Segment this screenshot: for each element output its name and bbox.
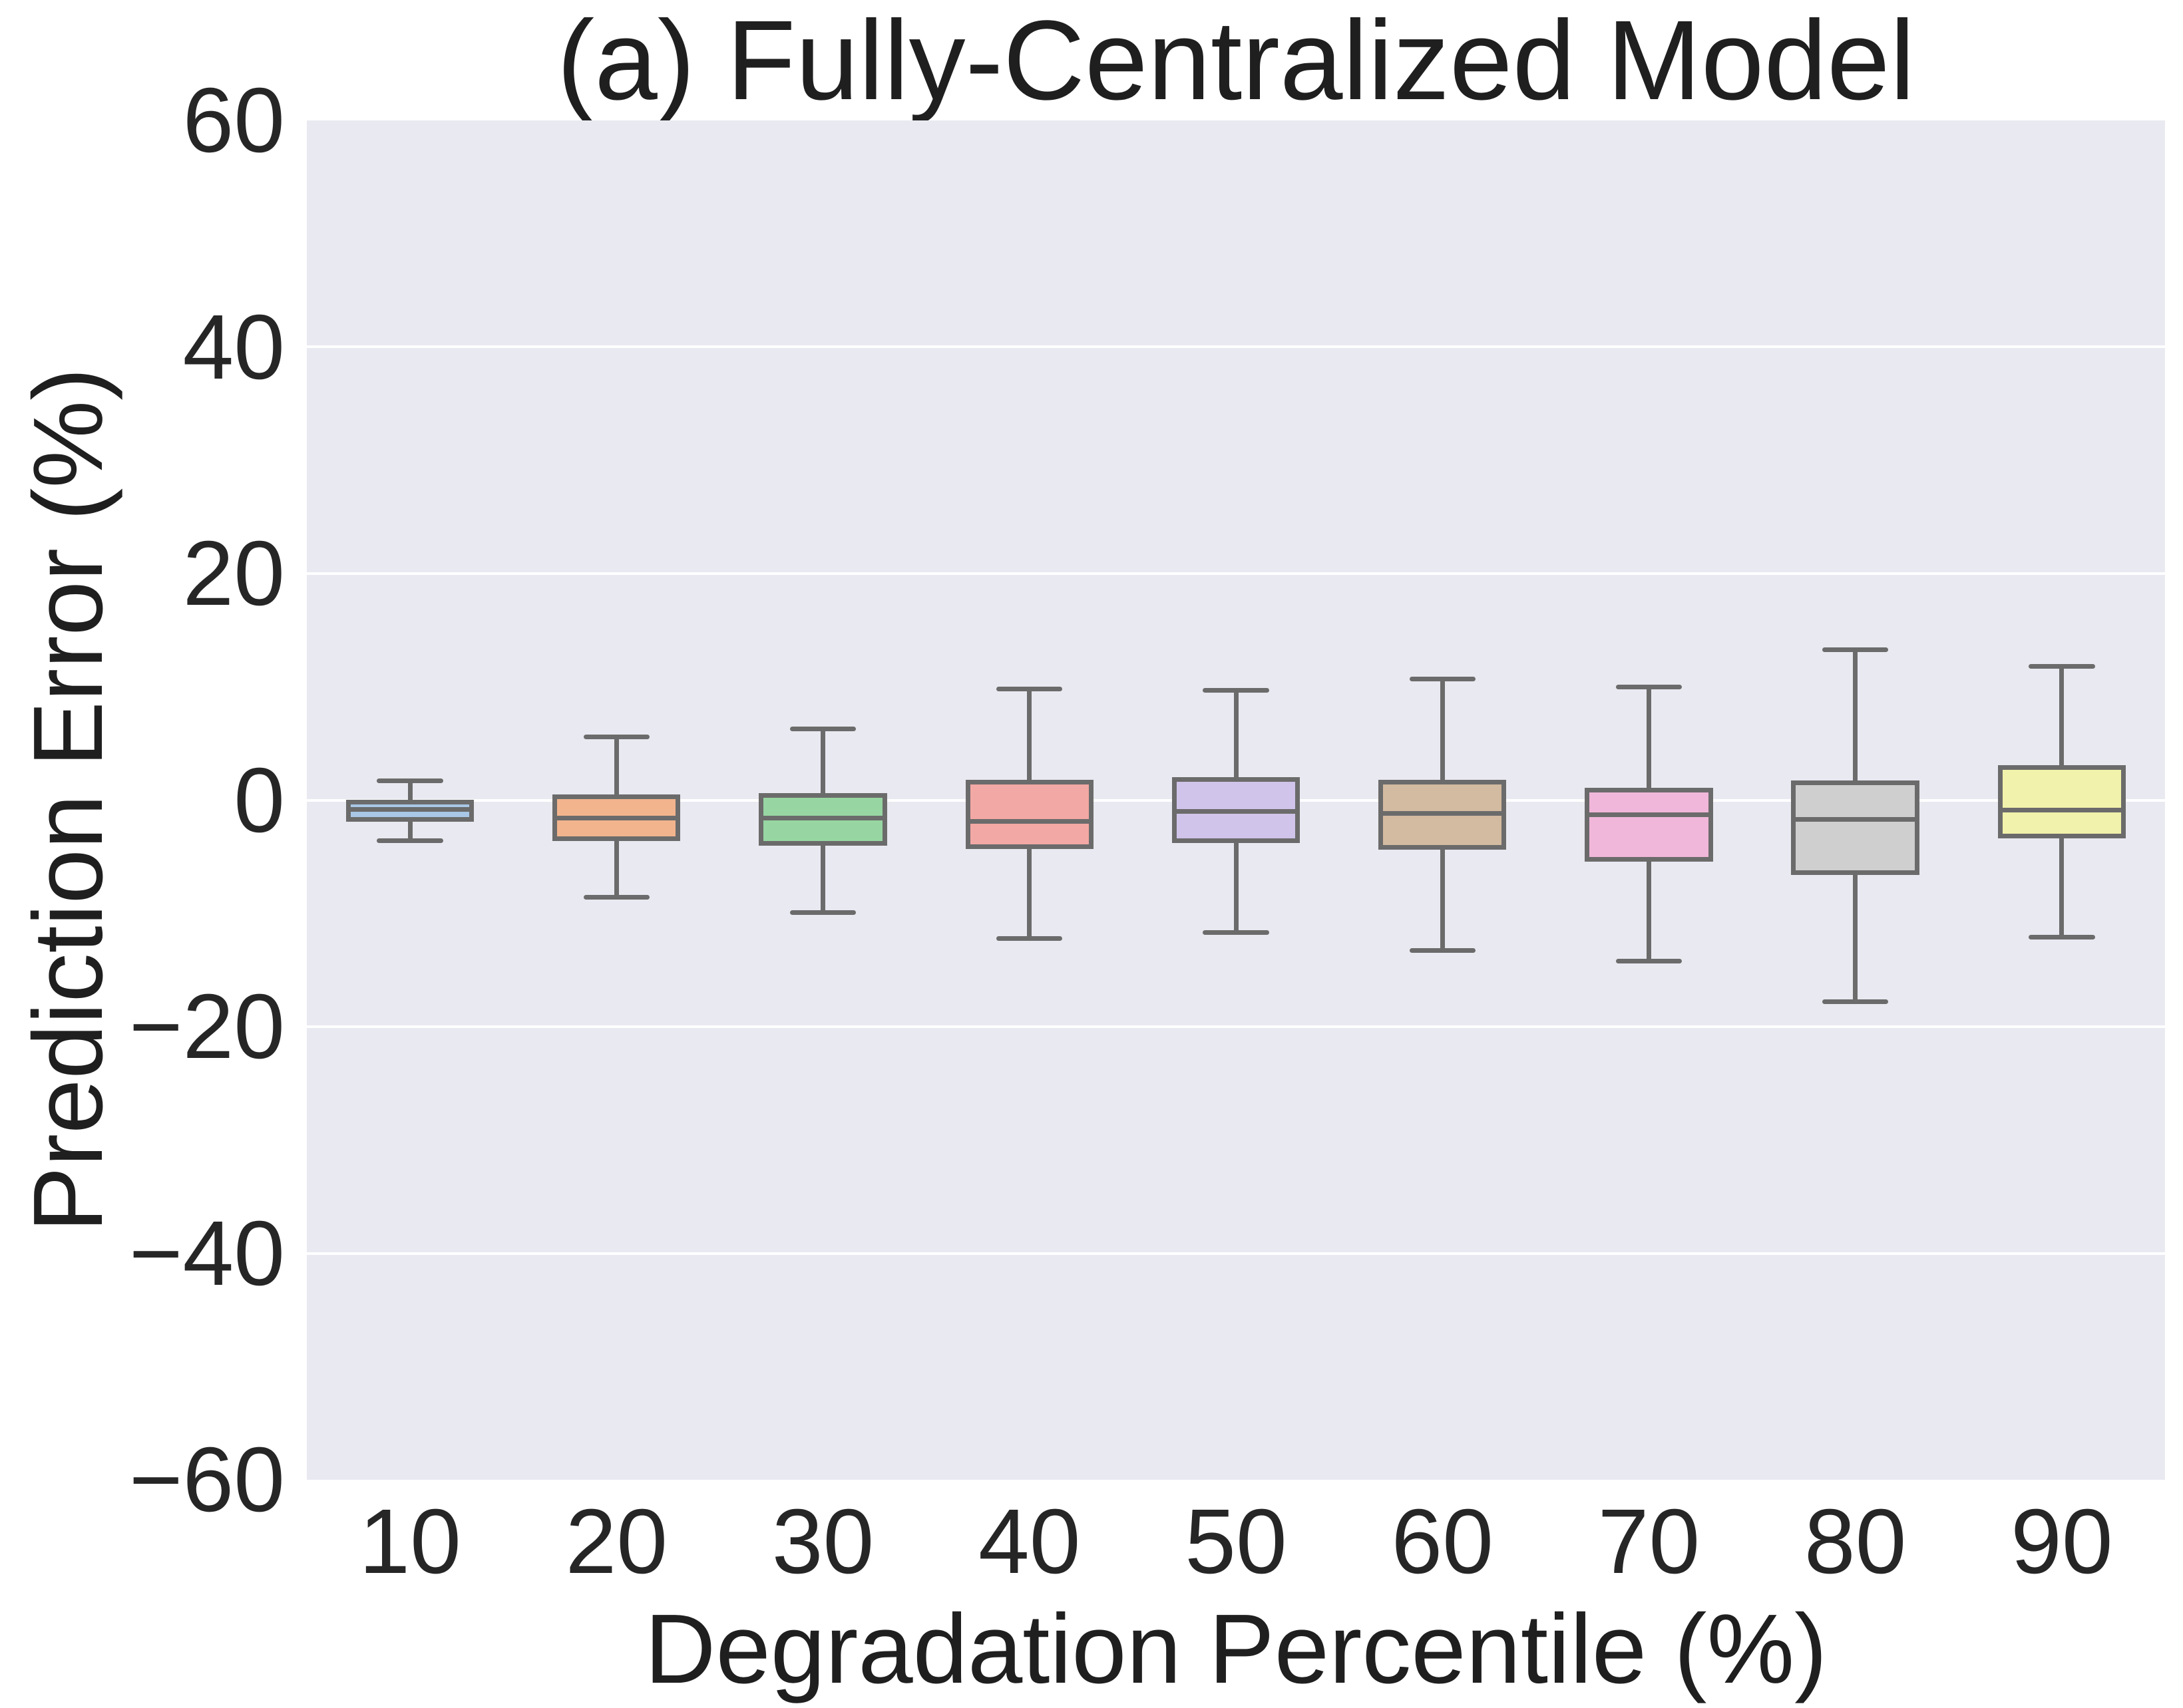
median-line bbox=[557, 816, 676, 821]
gridline bbox=[307, 1252, 2165, 1255]
whisker-cap-bottom bbox=[583, 895, 650, 900]
whisker-cap-bottom bbox=[1409, 948, 1476, 953]
y-tick-label: −20 bbox=[128, 975, 285, 1078]
whisker-cap-bottom bbox=[1822, 999, 1889, 1005]
x-tick-label: 80 bbox=[1804, 1490, 1907, 1593]
x-tick-label: 60 bbox=[1391, 1490, 1493, 1593]
median-line bbox=[1589, 812, 1708, 818]
y-tick-label: 20 bbox=[182, 522, 286, 625]
box-group bbox=[307, 120, 2165, 1480]
chart-title: (a) Fully-Centralized Model bbox=[556, 0, 1915, 124]
box-rect bbox=[1997, 765, 2126, 839]
y-tick-label: 0 bbox=[234, 749, 285, 852]
x-tick-label: 70 bbox=[1597, 1490, 1700, 1593]
box-group bbox=[307, 120, 2165, 1480]
whisker-cap-top bbox=[1822, 647, 1889, 652]
median-line bbox=[1796, 816, 1915, 822]
whisker-cap-bottom bbox=[1615, 958, 1683, 963]
whisker-cap-bottom bbox=[2029, 935, 2095, 939]
median-line bbox=[1176, 809, 1296, 814]
median-line bbox=[2002, 808, 2122, 813]
whisker-cap-top bbox=[1615, 684, 1683, 689]
box-rect bbox=[1585, 787, 1713, 862]
whisker-cap-bottom bbox=[377, 838, 443, 844]
box-rect bbox=[965, 779, 1093, 849]
x-tick-label: 30 bbox=[771, 1490, 875, 1593]
median-line bbox=[970, 819, 1089, 824]
x-tick-label: 50 bbox=[1185, 1490, 1287, 1593]
x-tick-label: 40 bbox=[978, 1490, 1081, 1593]
gridline bbox=[307, 345, 2165, 349]
x-tick-label: 90 bbox=[2011, 1490, 2113, 1593]
gridline bbox=[307, 1025, 2165, 1028]
y-tick-label: 40 bbox=[182, 295, 286, 399]
box-group bbox=[307, 120, 2165, 1480]
x-tick-labels: 10 20 30 40 50 60 70 80 90 bbox=[307, 1496, 2165, 1602]
whisker-cap-top bbox=[1409, 676, 1476, 681]
box-group bbox=[307, 120, 2165, 1480]
x-tick-label: 10 bbox=[359, 1490, 461, 1593]
whisker-cap-top bbox=[1203, 687, 1269, 693]
whisker-cap-bottom bbox=[996, 936, 1063, 941]
y-tick-labels: 60 40 20 0 −20 −40 −60 bbox=[0, 75, 286, 1526]
y-tick-label: −60 bbox=[128, 1429, 285, 1531]
gridline bbox=[307, 572, 2165, 575]
whisker-cap-bottom bbox=[789, 910, 857, 915]
y-tick-label: −40 bbox=[128, 1202, 285, 1305]
median-line bbox=[1383, 811, 1502, 816]
median-line bbox=[350, 806, 470, 812]
y-tick-label: 60 bbox=[182, 69, 286, 172]
box-group bbox=[307, 120, 2165, 1480]
box-rect bbox=[1791, 780, 1919, 875]
whisker-cap-top bbox=[789, 726, 857, 731]
whisker-cap-top bbox=[377, 778, 443, 784]
plot-area bbox=[307, 120, 2165, 1480]
whisker-cap-top bbox=[583, 734, 650, 739]
box-group bbox=[307, 120, 2165, 1480]
box-group bbox=[307, 120, 2165, 1480]
box-group bbox=[307, 120, 2165, 1480]
x-axis-label: Degradation Percentile (%) bbox=[644, 1594, 1828, 1704]
whisker-cap-bottom bbox=[1203, 930, 1269, 936]
whisker-cap-top bbox=[2029, 664, 2095, 669]
whisker-cap-top bbox=[996, 687, 1063, 692]
median-line bbox=[763, 816, 883, 821]
box-group bbox=[307, 120, 2165, 1480]
x-tick-label: 20 bbox=[565, 1490, 668, 1593]
